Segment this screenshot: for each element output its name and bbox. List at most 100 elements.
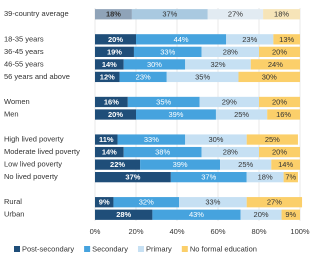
bar-segment <box>95 34 136 45</box>
data-label: 27% <box>267 198 282 207</box>
bar-segment <box>95 46 134 57</box>
bar-segment <box>199 96 259 108</box>
data-label: 32% <box>210 60 225 69</box>
data-label: 39% <box>173 160 188 169</box>
data-label: 11% <box>99 135 114 144</box>
bar-segment <box>136 109 216 120</box>
bar-segment <box>95 159 141 170</box>
bar-segment <box>95 134 118 145</box>
bar-segment <box>95 209 153 220</box>
category-label: Moderate lived poverty <box>4 147 80 156</box>
category-label: High lived poverty <box>4 135 64 144</box>
bar-segment <box>136 34 227 45</box>
bar-segment <box>220 159 272 170</box>
category-label: Women <box>4 97 30 106</box>
legend-swatch <box>84 246 91 252</box>
x-tick-label: 80% <box>251 227 266 236</box>
data-label: 25% <box>238 160 253 169</box>
category-label: Men <box>4 109 19 118</box>
data-label: 20% <box>108 35 123 44</box>
data-label: 19% <box>107 47 122 56</box>
data-label: 9% <box>99 198 110 207</box>
bar-segment <box>95 96 128 108</box>
legend-label: Post-secondary <box>22 244 74 253</box>
data-label: 7% <box>285 173 296 182</box>
data-label: 18% <box>274 10 289 19</box>
x-tick-label: 20% <box>128 227 143 236</box>
bar-segment <box>207 9 264 20</box>
bar-segment <box>95 9 132 20</box>
bar-segment <box>95 172 171 183</box>
data-label: 25% <box>234 110 249 119</box>
bar-segment <box>281 209 300 220</box>
data-label: 23% <box>242 35 257 44</box>
bar-segment <box>127 96 200 108</box>
data-label: 35% <box>195 72 210 81</box>
bar-segment <box>166 71 239 83</box>
bar-segment <box>259 46 300 57</box>
bar-segment <box>185 134 247 145</box>
bar-segment <box>226 34 274 45</box>
data-label: 27% <box>228 10 243 19</box>
data-label: 13% <box>279 35 294 44</box>
bar-segment <box>179 197 247 208</box>
bar-segment <box>119 71 167 83</box>
data-label: 24% <box>268 60 283 69</box>
data-label: 20% <box>272 148 287 157</box>
bar-segment <box>95 197 114 208</box>
data-label: 14% <box>278 160 293 169</box>
data-label: 35% <box>156 97 171 106</box>
data-label: 30% <box>262 72 277 81</box>
x-tick-label: 40% <box>169 227 184 236</box>
x-tick-label: 60% <box>210 227 225 236</box>
data-label: 38% <box>155 148 170 157</box>
category-label: No lived poverty <box>4 172 58 181</box>
data-label: 28% <box>223 148 238 157</box>
x-tick-label: 100% <box>290 227 310 236</box>
data-label: 18% <box>106 10 121 19</box>
data-label: 16% <box>104 97 119 106</box>
bar-segment <box>271 159 300 170</box>
legend-label: Primary <box>146 244 172 253</box>
bar-segment <box>140 159 221 170</box>
bar-segment <box>123 59 186 70</box>
data-label: 39% <box>168 110 183 119</box>
bar-segment <box>185 59 251 70</box>
bar-segment <box>133 46 202 57</box>
bar-segment <box>131 9 208 20</box>
data-label: 20% <box>272 47 287 56</box>
bar-segment <box>238 71 300 83</box>
data-label: 20% <box>272 97 287 106</box>
legend-swatch <box>181 246 188 252</box>
category-label: 36-45 years <box>4 47 44 56</box>
data-label: 22% <box>110 160 125 169</box>
category-label: Rural <box>4 197 22 206</box>
bar-segment <box>240 209 282 220</box>
legend-label: No formal education <box>190 244 257 253</box>
data-label: 23% <box>136 72 151 81</box>
bar-segment <box>246 134 298 145</box>
data-label: 33% <box>160 47 175 56</box>
bar-segment <box>259 146 300 158</box>
data-label: 33% <box>144 135 159 144</box>
data-label: 9% <box>285 210 296 219</box>
data-label: 14% <box>102 148 117 157</box>
bar-segment <box>263 9 300 20</box>
bar-segment <box>95 109 136 120</box>
data-label: 37% <box>201 173 216 182</box>
data-label: 20% <box>254 210 269 219</box>
bar-segment <box>259 96 300 108</box>
bar-segment <box>117 134 186 145</box>
category-label: 39-country average <box>4 9 69 18</box>
bar-segment <box>246 172 284 183</box>
bar-segment <box>201 46 259 57</box>
data-label: 20% <box>108 110 123 119</box>
data-label: 18% <box>258 173 273 182</box>
bar-segment <box>95 71 120 83</box>
bar-segment <box>113 197 180 208</box>
data-label: 30% <box>147 60 162 69</box>
data-label: 14% <box>102 60 117 69</box>
legend-swatch <box>14 246 20 252</box>
bar-segment <box>273 34 300 45</box>
